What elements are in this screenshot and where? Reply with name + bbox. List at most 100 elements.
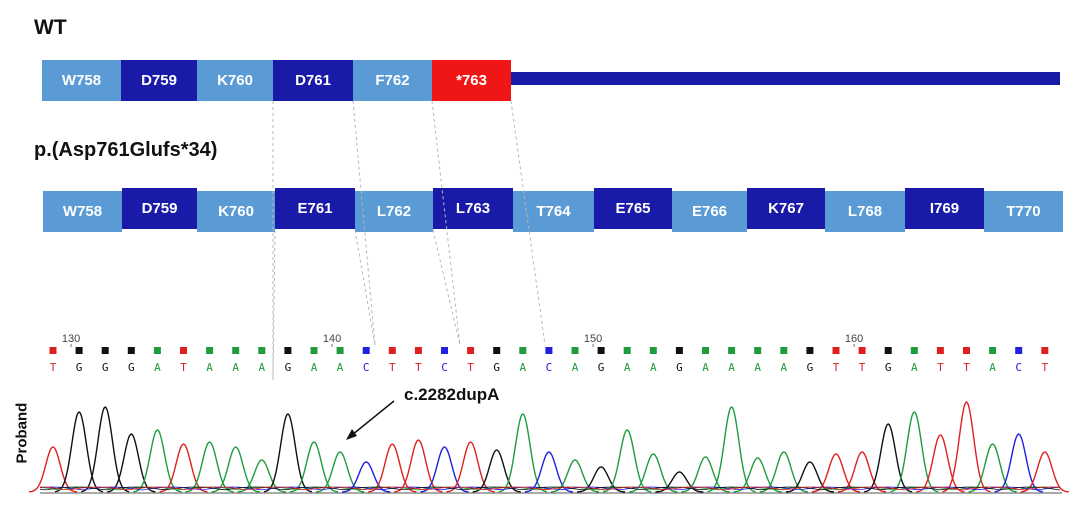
- mut-residue-W758: W758: [43, 191, 122, 232]
- trace-peak: [54, 411, 104, 493]
- wt-residue-D759: D759: [121, 60, 197, 101]
- base-marker: [858, 347, 866, 354]
- base-letter: G: [128, 361, 135, 374]
- base-letter: A: [624, 361, 631, 374]
- base-letter: T: [833, 361, 840, 374]
- base-letter: T: [389, 361, 396, 374]
- base-letter: T: [963, 361, 970, 374]
- base-letter: A: [572, 361, 579, 374]
- base-marker: [780, 347, 788, 354]
- mut-residue-L762: L762: [355, 191, 433, 232]
- mut-residue-E765: E765: [594, 188, 672, 229]
- base-marker: [936, 347, 944, 354]
- base-letter: C: [441, 361, 448, 374]
- base-marker: [388, 347, 396, 354]
- mut-residue-I769: I769: [905, 188, 984, 229]
- trace-baseline: [39, 486, 1061, 491]
- base-marker: [127, 347, 135, 354]
- base-marker: [153, 347, 161, 354]
- base-letter: G: [285, 361, 292, 374]
- base-marker: [441, 347, 448, 354]
- base-letter: G: [598, 361, 605, 374]
- base-marker: [258, 347, 266, 354]
- base-letter: T: [937, 361, 944, 374]
- base-letter: A: [650, 361, 657, 374]
- base-letter: A: [728, 361, 735, 374]
- mutant-title: p.(Asp761Glufs*34): [34, 139, 218, 161]
- base-letter: G: [676, 361, 683, 374]
- base-marker: [414, 347, 422, 354]
- mut-residue-T764: T764: [513, 191, 594, 232]
- position-tick: 130: [62, 333, 80, 345]
- base-marker: [623, 347, 631, 354]
- trace-peak: [81, 406, 130, 493]
- base-letter: A: [911, 361, 918, 374]
- base-letter: T: [50, 361, 57, 374]
- wt-residue-K760: K760: [197, 60, 273, 101]
- mut-residue-D759: D759: [122, 188, 197, 229]
- mut-residue-T770: T770: [984, 191, 1063, 232]
- trace-baseline: [39, 486, 1061, 491]
- base-letter: G: [76, 361, 83, 374]
- trace-peak: [263, 413, 313, 493]
- base-letter: G: [102, 361, 109, 374]
- base-letter: A: [754, 361, 761, 374]
- base-marker: [519, 347, 527, 354]
- base-letter: C: [363, 361, 370, 374]
- wt-residue-D761: D761: [273, 60, 353, 101]
- mutation-label: c.2282dupA: [404, 385, 500, 404]
- base-letter: G: [493, 361, 500, 374]
- position-tick: 140: [323, 333, 341, 345]
- wt-residue-stop763: *763: [432, 60, 511, 101]
- trace-peak: [498, 413, 547, 493]
- base-letter: T: [859, 361, 866, 374]
- guide-line: [431, 100, 461, 346]
- base-marker: [649, 347, 657, 354]
- base-letter: A: [311, 361, 318, 374]
- base-letter: A: [337, 361, 344, 374]
- base-marker: [702, 347, 709, 354]
- mut-residue-E766: E766: [672, 191, 747, 232]
- base-letter: T: [415, 361, 422, 374]
- base-marker: [597, 347, 605, 354]
- wt-residue-W758: W758: [42, 60, 121, 101]
- mut-residue-L768: L768: [825, 191, 905, 232]
- trace-peak: [655, 471, 704, 493]
- wt-residue-F762: F762: [353, 60, 432, 101]
- base-marker: [728, 347, 736, 354]
- mut-residue-E761: E761: [275, 188, 355, 229]
- base-marker: [75, 347, 83, 354]
- guide-line: [510, 100, 546, 346]
- base-letter: A: [258, 361, 265, 374]
- base-marker: [754, 347, 762, 354]
- trace-peak: [864, 423, 913, 493]
- base-marker: [1015, 347, 1023, 354]
- guide-line: [272, 229, 276, 381]
- base-marker: [832, 347, 840, 354]
- mut-residue-K767: K767: [747, 188, 825, 229]
- trace-baseline: [39, 486, 1061, 491]
- mut-residue-K760: K760: [197, 191, 275, 232]
- base-letter: A: [232, 361, 239, 374]
- guide-line: [432, 229, 461, 346]
- guide-line: [352, 100, 376, 346]
- base-marker: [675, 347, 683, 354]
- trace-peak: [890, 411, 939, 493]
- wt-downstream-bar: [511, 72, 1060, 85]
- base-marker: [284, 347, 292, 354]
- base-letter: A: [154, 361, 161, 374]
- base-marker: [989, 347, 997, 354]
- base-letter: A: [989, 361, 996, 374]
- base-marker: [310, 347, 318, 354]
- base-marker: [806, 347, 814, 354]
- base-letter: G: [885, 361, 892, 374]
- base-letter: T: [180, 361, 187, 374]
- base-marker: [101, 347, 109, 354]
- base-letter: G: [807, 361, 814, 374]
- guide-line: [354, 229, 376, 346]
- base-marker: [493, 347, 501, 354]
